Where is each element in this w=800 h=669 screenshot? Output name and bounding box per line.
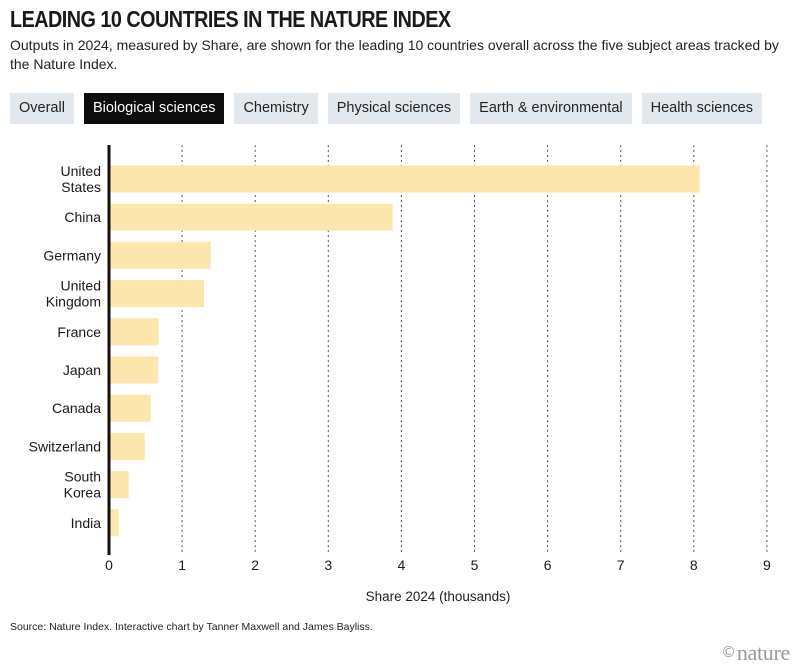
bar — [109, 432, 145, 460]
bar — [109, 165, 700, 193]
category-label: Germany — [43, 247, 101, 263]
category-label: South Korea — [64, 469, 102, 501]
bar — [109, 394, 151, 422]
x-tick-label: 4 — [398, 557, 406, 573]
category-label: Switzerland — [29, 438, 101, 454]
x-tick-label: 6 — [544, 557, 552, 573]
bar — [109, 471, 129, 499]
bar — [109, 509, 119, 537]
category-label: China — [64, 209, 101, 225]
nature-logo: ©nature — [721, 640, 790, 665]
category-label: United States — [61, 163, 101, 195]
bar — [109, 280, 205, 308]
bar — [109, 203, 393, 231]
tab-physical-sciences[interactable]: Physical sciences — [327, 93, 461, 124]
category-label: India — [71, 515, 102, 531]
tab-health-sciences[interactable]: Health sciences — [641, 93, 762, 124]
tab-earth-environmental[interactable]: Earth & environmental — [470, 93, 632, 124]
category-label: United Kingdom — [46, 278, 101, 310]
x-tick-label: 8 — [690, 557, 698, 573]
x-axis-title: Share 2024 (thousands) — [365, 589, 511, 604]
category-label: Canada — [52, 400, 101, 416]
bar — [109, 318, 159, 346]
x-tick-label: 0 — [105, 557, 113, 573]
category-label: France — [57, 324, 101, 340]
tab-biological-sciences[interactable]: Biological sciences — [83, 93, 225, 124]
x-tick-label: 7 — [617, 557, 625, 573]
bar — [109, 356, 158, 384]
tab-overall[interactable]: Overall — [10, 93, 74, 124]
category-label: Japan — [63, 362, 101, 378]
x-tick-label: 2 — [251, 557, 259, 573]
bar — [109, 241, 211, 269]
subject-tabs: Overall Biological sciences Chemistry Ph… — [10, 93, 762, 124]
source-note: Source: Nature Index. Interactive chart … — [10, 621, 373, 633]
chart-title: LEADING 10 COUNTRIES IN THE NATURE INDEX — [10, 6, 451, 32]
chart-subtitle: Outputs in 2024, measured by Share, are … — [10, 37, 779, 72]
x-tick-label: 5 — [471, 557, 479, 573]
x-tick-label: 1 — [178, 557, 186, 573]
tab-chemistry[interactable]: Chemistry — [234, 93, 318, 124]
x-tick-label: 3 — [324, 557, 332, 573]
x-tick-label: 9 — [763, 557, 771, 573]
